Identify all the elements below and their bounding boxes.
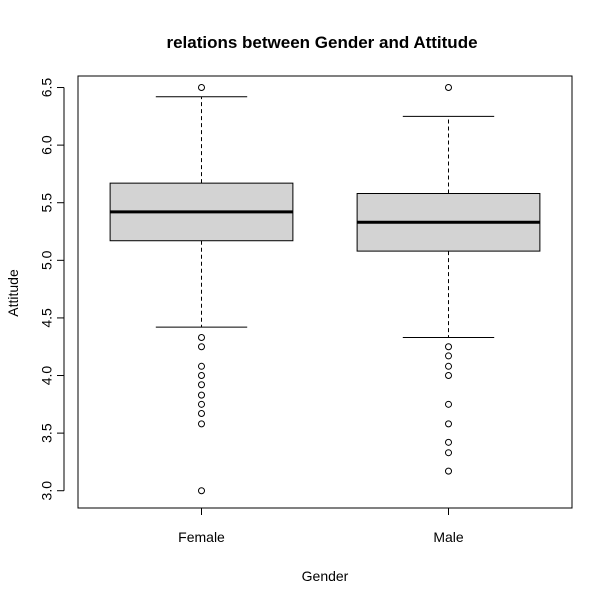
x-axis-title: Gender xyxy=(302,568,349,584)
y-tick-label: 4.0 xyxy=(39,366,55,386)
y-tick-label: 5.0 xyxy=(39,250,55,270)
y-axis-title: Attitude xyxy=(5,269,21,317)
male-outlier-point xyxy=(445,84,452,92)
female-outlier-point xyxy=(198,410,205,418)
female-outlier-point xyxy=(198,343,205,351)
y-tick-label: 5.5 xyxy=(39,193,55,213)
female-outlier-point xyxy=(198,391,205,399)
male-outlier-point xyxy=(445,400,452,408)
y-tick-label: 6.0 xyxy=(39,135,55,155)
female-outlier-point xyxy=(198,362,205,370)
y-tick-label: 3.5 xyxy=(39,423,55,443)
male-outlier-point xyxy=(445,438,452,446)
x-tick-label: Female xyxy=(178,529,225,545)
y-tick-label: 6.5 xyxy=(39,78,55,98)
male-outlier-point xyxy=(445,372,452,380)
male-outlier-point xyxy=(445,343,452,351)
male-outlier-point xyxy=(445,362,452,370)
female-outlier-point xyxy=(198,381,205,389)
plot-layer: 3.0 3.5 4.0 4.5 5.0 5.5 6.0 6.5 Female Male xyxy=(39,78,541,545)
male-outlier-point xyxy=(445,467,452,475)
female-outlier-point xyxy=(198,420,205,428)
y-tick-label: 4.5 xyxy=(39,308,55,328)
y-tick-label: 3.0 xyxy=(39,481,55,501)
female-outlier-point xyxy=(198,372,205,380)
female-outlier-point xyxy=(198,400,205,408)
plot-frame xyxy=(77,75,573,509)
male-outlier-point xyxy=(445,449,452,457)
female-outlier-point xyxy=(198,84,205,92)
chart-title: relations between Gender and Attitude xyxy=(166,33,477,52)
x-tick-label: Male xyxy=(433,529,464,545)
female-outlier-point xyxy=(198,487,205,495)
female-outlier-point xyxy=(198,334,205,342)
male-outlier-point xyxy=(445,352,452,360)
male-outlier-point xyxy=(445,420,452,428)
